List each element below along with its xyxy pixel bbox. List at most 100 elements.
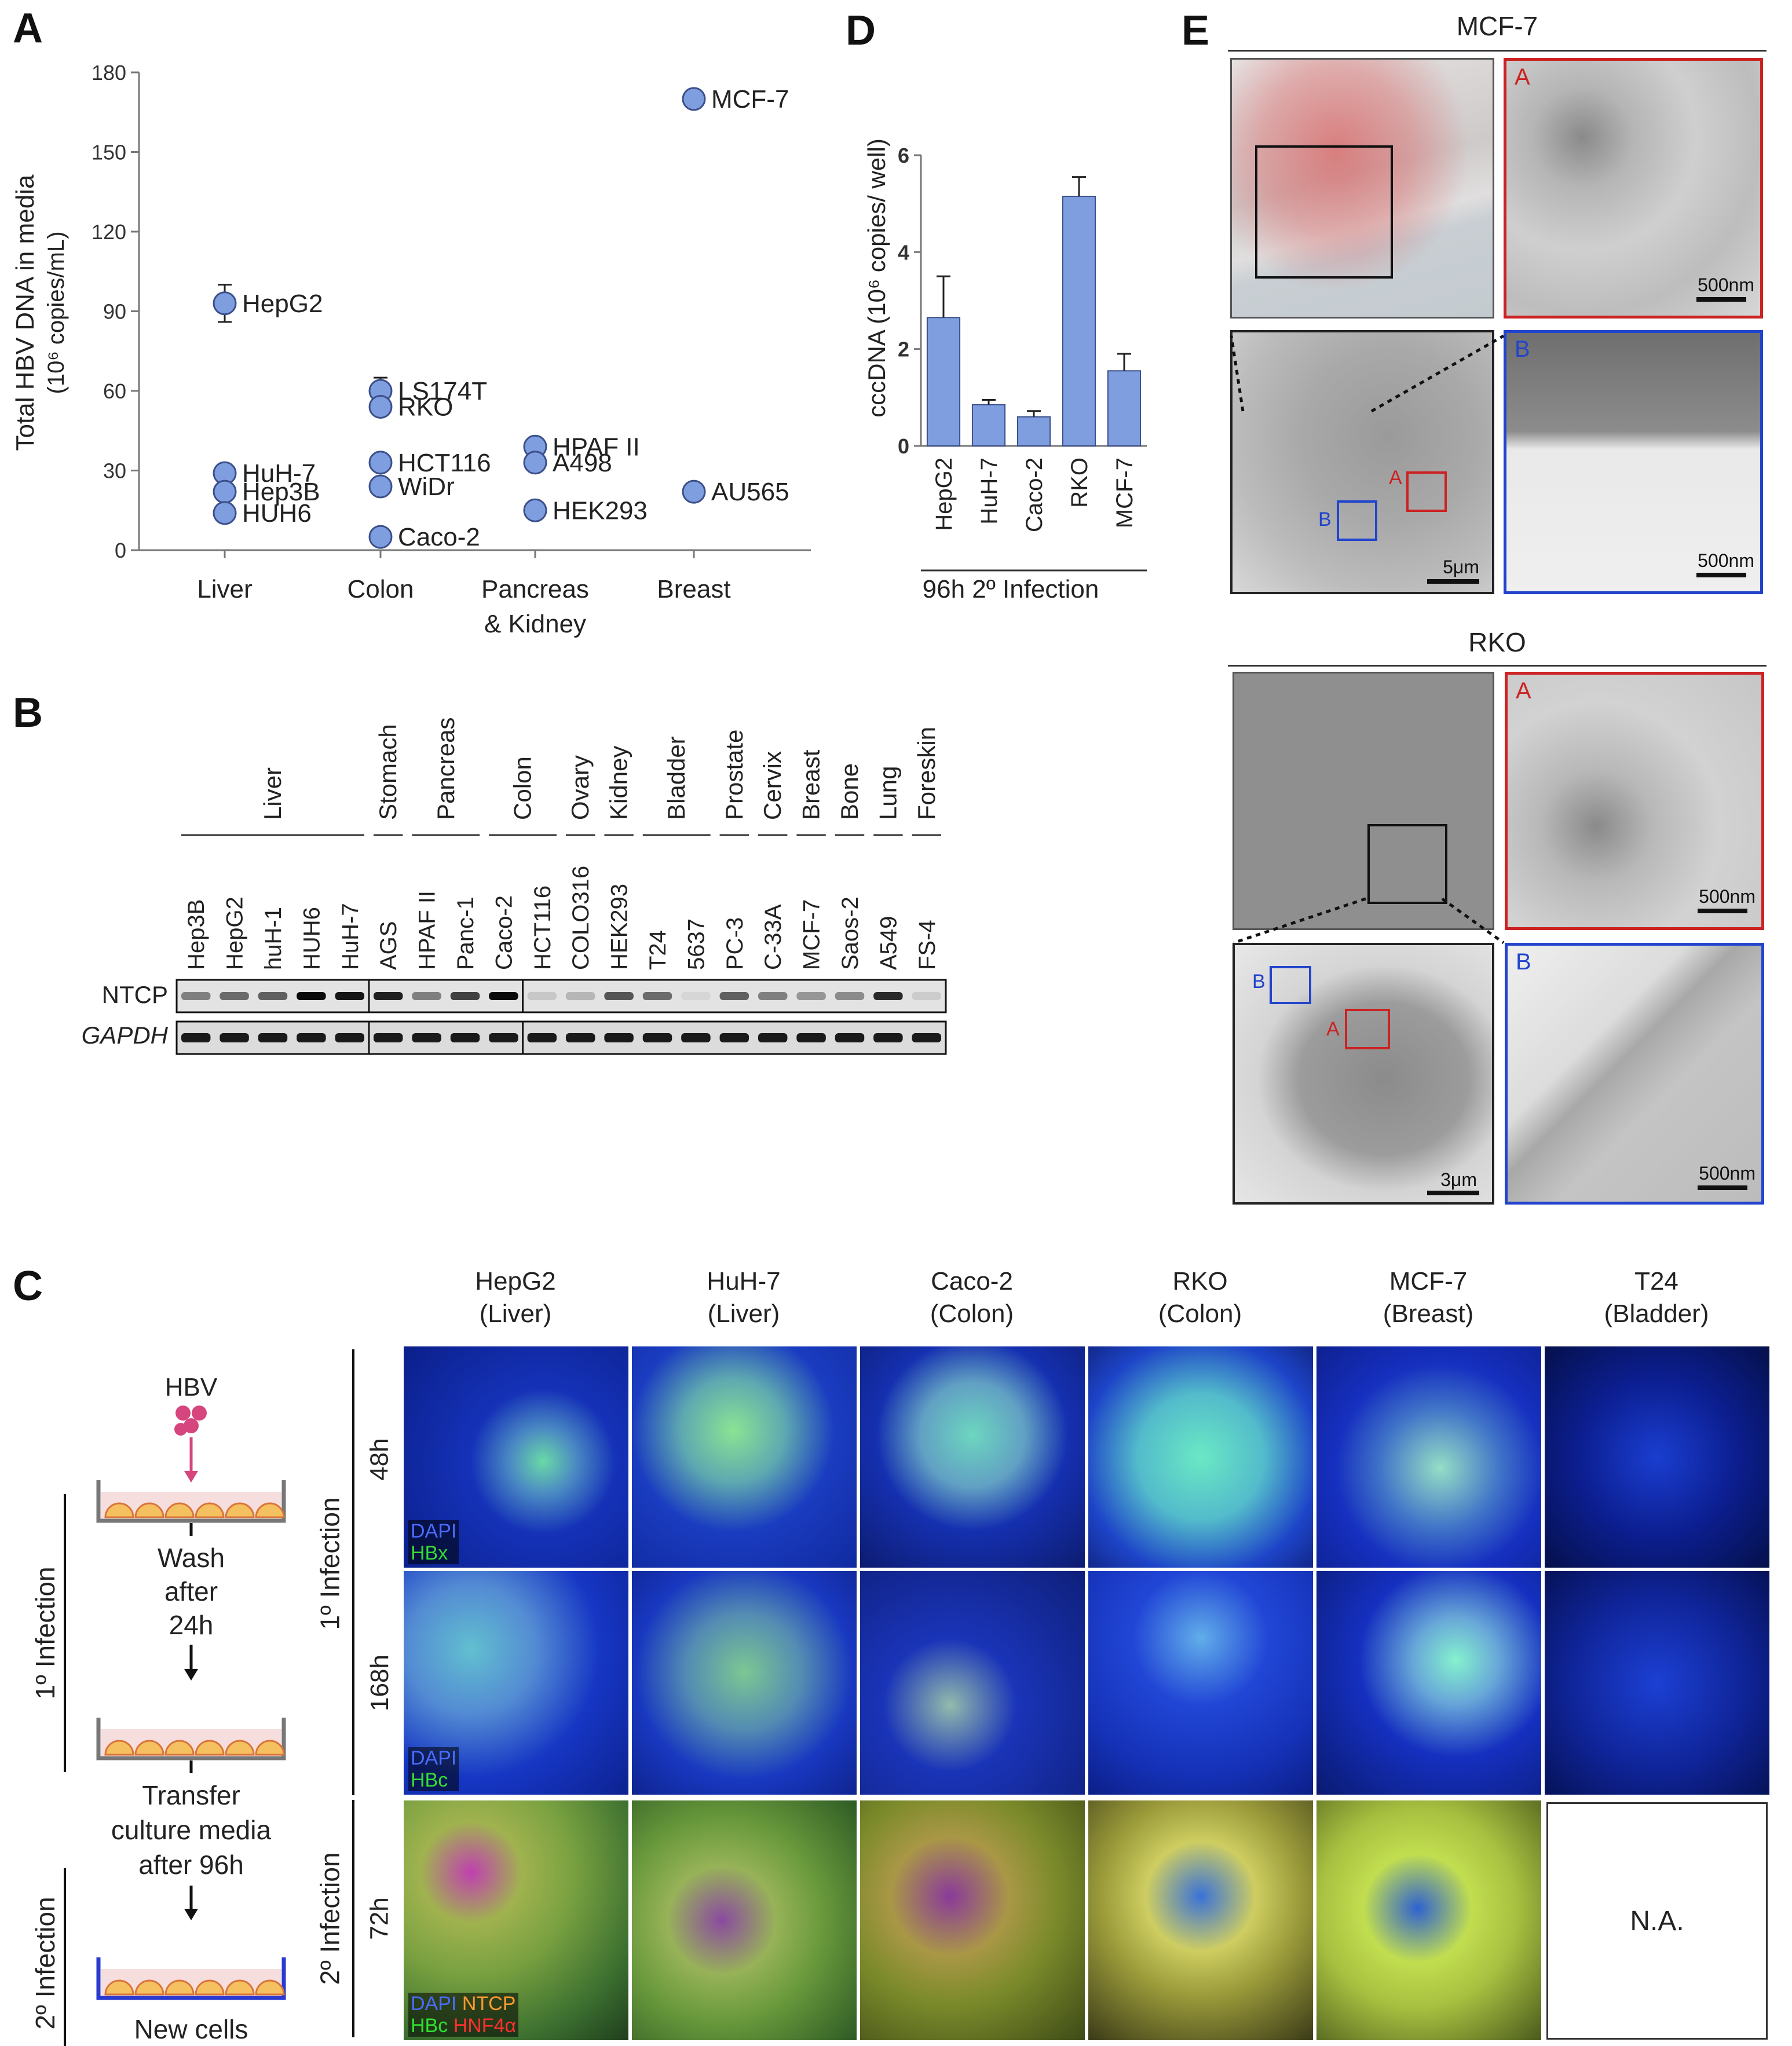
row-time-label: 48h	[365, 1438, 394, 1481]
rko-title: RKO	[1468, 627, 1526, 657]
scale-bar	[1427, 1191, 1479, 1195]
blot-lane-label: huH-1	[261, 907, 286, 970]
panel-label-a: A	[13, 5, 43, 52]
chart-a-point-label: HUH6	[242, 499, 312, 528]
well-outline	[96, 1480, 286, 1523]
blot-tissue-label: Breast	[798, 749, 825, 820]
well-cell	[195, 1740, 225, 1756]
blot-tissue-label: Cervix	[759, 751, 786, 820]
blot-lane-label: MCF-7	[799, 899, 825, 970]
blot-gapdh-band	[297, 1033, 326, 1042]
scale-bar	[1696, 297, 1746, 302]
blot-ntcp-band	[258, 992, 288, 1000]
zoom-connectors	[1230, 334, 1505, 945]
blot-row-gapdh: GAPDH	[82, 1022, 169, 1049]
rko-box-a-label: A	[1326, 1018, 1340, 1040]
mcf7-box-b-label: B	[1318, 508, 1332, 530]
blot-gapdh-band	[335, 1033, 365, 1042]
if-row-group-1-label-wrap: 1º Infection	[313, 1384, 348, 1743]
if-mcf7-48h	[1315, 1345, 1543, 1569]
blot-gapdh-band	[912, 1033, 942, 1042]
blot-gapdh-band	[758, 1033, 788, 1042]
rko-box-b-label: B	[1252, 971, 1266, 993]
col-head-huh7: HuH-7 (Liver)	[707, 1267, 781, 1328]
blot-lane-label: AGS	[376, 921, 401, 970]
chart-d: 0 2 4 6 HepG2 HuH-7 Caco-2 RKO MCF-7 cccDNA (10⁶…	[863, 138, 1147, 603]
well-outline	[96, 1957, 286, 2000]
chart-d-bar	[1062, 196, 1096, 446]
chart-a-ytick-label: 0	[115, 539, 126, 562]
if-hepg2-72h: DAPI NTCP HBc HNF4α	[402, 1799, 630, 2042]
blot-lane-label: HPAF II	[415, 891, 440, 970]
chart-d-bar	[1016, 416, 1051, 446]
blot-tissue-label: Kidney	[605, 746, 632, 820]
transfer-label-3: after 96h	[138, 1850, 244, 1880]
chart-a-point-label: Hep3B	[242, 478, 320, 506]
hbv-label: HBV	[165, 1373, 218, 1401]
if-huh7-48h	[630, 1345, 858, 1569]
chart-a-ylabel-units: (10⁶ copies/mL)	[43, 231, 69, 394]
culture-well-3	[96, 1957, 286, 2000]
blot-ntcp-band	[335, 992, 365, 1000]
blot-ntcp-band	[912, 992, 942, 1000]
if-rko-168h	[1087, 1569, 1315, 1796]
chart-a-point-label: HPAF II	[553, 433, 640, 461]
panel-label-d: D	[846, 8, 876, 54]
western-blot: Liver Stomach Pancreas Colon Ovary Kidney Blad…	[82, 718, 947, 1055]
chart-d-ytick-label: 0	[898, 434, 909, 458]
wash-label-3: 24h	[169, 1610, 214, 1640]
chart-a-point-label: WiDr	[398, 473, 455, 501]
well-cell	[104, 1979, 134, 1996]
blot-tissue-label: Prostate	[721, 730, 748, 820]
infection-schematic: HBV Wash after 24h Transfer culture medi…	[30, 1373, 286, 2046]
blot-lane-label: HepG2	[222, 896, 248, 970]
row-time-72h: 72h	[363, 1800, 397, 2037]
blot-row-ntcp: NTCP	[102, 981, 168, 1008]
culture-well-1	[96, 1480, 286, 1523]
chart-a-point-label: LS174T	[398, 377, 487, 405]
well-outline	[96, 1718, 286, 1760]
blot-ntcp-band	[450, 992, 480, 1000]
chart-a-point	[682, 480, 706, 504]
rko-title-rule	[1228, 665, 1767, 667]
chart-a-point-label: HepG2	[242, 290, 323, 318]
well-cell	[164, 1740, 195, 1756]
chart-a-category-sublabel: & Kidney	[484, 610, 586, 638]
blot-ntcp-band	[220, 992, 249, 1000]
connector-line	[1230, 335, 1245, 412]
blot-ntcp-band	[181, 992, 211, 1000]
if-t24-48h	[1543, 1345, 1771, 1569]
mcf7-zoom-box	[1255, 145, 1393, 279]
rko-inset-a-scale: 500nm	[1699, 886, 1756, 907]
well-cell	[164, 1979, 195, 1996]
blot-ntcp-band	[719, 992, 749, 1000]
well-cell	[134, 1979, 164, 1996]
blot-gapdh-band	[527, 1033, 557, 1042]
blot-ntcp-band	[604, 992, 634, 1000]
chart-a-point	[368, 451, 393, 475]
row-time-48h: 48h	[363, 1349, 397, 1569]
well-cell	[104, 1502, 134, 1518]
if-mcf7-168h	[1315, 1569, 1543, 1796]
blot-ntcp-band	[873, 992, 903, 1000]
if-row-group-1-label: 1º Infection	[315, 1497, 345, 1630]
chart-a-category-label: Pancreas	[481, 575, 589, 603]
if-row-group-1	[348, 1349, 354, 1795]
panel-label-c: C	[13, 1263, 43, 1309]
col-head-rko: RKO (Colon)	[1158, 1267, 1242, 1328]
blot-gapdh-band	[565, 1033, 595, 1042]
blot-tissue-label: Stomach	[374, 724, 401, 820]
rko-inset-b-label: B	[1516, 949, 1531, 975]
if-hepg2-168h: DAPI HBc	[402, 1569, 630, 1796]
chart-d-ylabel: cccDNA (10⁶ copies/ well)	[863, 138, 890, 418]
row-time-168h: 168h	[363, 1573, 397, 1793]
mcf7-box-b	[1337, 500, 1377, 541]
if-caco2-72h	[858, 1799, 1087, 2042]
blot-lane-label: Caco-2	[491, 895, 517, 970]
blot-ntcp-band	[489, 992, 518, 1000]
chart-a-point-label: Caco-2	[398, 523, 480, 551]
well-cell	[225, 1740, 255, 1756]
blot-ntcp-band	[835, 992, 865, 1000]
if-legend-hbx: DAPI HBx	[408, 1520, 459, 1564]
rko-em-scale: 3μm	[1440, 1169, 1477, 1190]
